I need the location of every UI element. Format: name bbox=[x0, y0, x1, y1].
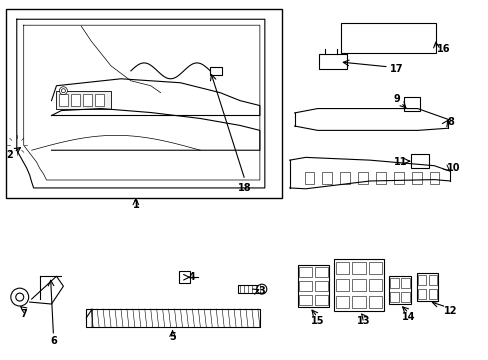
Bar bbox=[238, 285, 259, 293]
Bar bbox=[297, 265, 328, 307]
Bar bbox=[352, 279, 365, 291]
Circle shape bbox=[61, 89, 65, 93]
Circle shape bbox=[256, 284, 266, 294]
Bar bbox=[428, 172, 439, 184]
Circle shape bbox=[11, 288, 29, 306]
Text: 15: 15 bbox=[310, 316, 324, 326]
Bar bbox=[314, 295, 327, 305]
Bar bbox=[178, 271, 190, 283]
Bar bbox=[428, 289, 436, 299]
Bar bbox=[388, 276, 410, 304]
Text: 2: 2 bbox=[6, 150, 13, 160]
Text: 13: 13 bbox=[357, 316, 370, 326]
Bar bbox=[368, 262, 382, 274]
Bar bbox=[400, 278, 409, 288]
Bar bbox=[335, 262, 348, 274]
Bar bbox=[352, 296, 365, 309]
Bar bbox=[410, 154, 427, 168]
Text: 9: 9 bbox=[393, 94, 399, 104]
Bar bbox=[71, 94, 80, 105]
Bar bbox=[395, 28, 425, 48]
Text: 5: 5 bbox=[169, 332, 176, 342]
Bar bbox=[299, 281, 311, 291]
Bar bbox=[389, 292, 398, 302]
Bar bbox=[60, 94, 68, 105]
Bar bbox=[319, 54, 346, 69]
Bar bbox=[352, 262, 365, 274]
Bar bbox=[334, 260, 383, 311]
Bar bbox=[417, 275, 426, 285]
Bar bbox=[299, 267, 311, 277]
Bar bbox=[403, 96, 419, 111]
Text: 8: 8 bbox=[446, 117, 453, 127]
Bar bbox=[83, 94, 92, 105]
Bar bbox=[335, 296, 348, 309]
Bar bbox=[417, 289, 426, 299]
Circle shape bbox=[10, 138, 24, 152]
Bar bbox=[393, 172, 403, 184]
Bar bbox=[210, 67, 222, 75]
Bar bbox=[400, 292, 409, 302]
Bar bbox=[335, 279, 348, 291]
Text: 17: 17 bbox=[389, 64, 403, 74]
Text: 16: 16 bbox=[436, 44, 449, 54]
Bar bbox=[86, 309, 259, 327]
Circle shape bbox=[14, 142, 20, 148]
Bar bbox=[428, 275, 436, 285]
Bar bbox=[389, 278, 398, 288]
Text: 10: 10 bbox=[446, 163, 459, 173]
Bar bbox=[56, 91, 111, 109]
Bar bbox=[357, 172, 367, 184]
Circle shape bbox=[16, 293, 24, 301]
Bar bbox=[299, 295, 311, 305]
Text: 7: 7 bbox=[20, 309, 27, 319]
Text: 4: 4 bbox=[188, 272, 195, 282]
Bar bbox=[95, 94, 104, 105]
Text: 1: 1 bbox=[132, 200, 139, 210]
Bar bbox=[368, 296, 382, 309]
Text: 3: 3 bbox=[258, 286, 264, 296]
Bar bbox=[314, 281, 327, 291]
Text: 14: 14 bbox=[401, 312, 415, 322]
Bar bbox=[340, 172, 349, 184]
Bar bbox=[314, 267, 327, 277]
Text: 11: 11 bbox=[393, 157, 407, 167]
Bar bbox=[341, 23, 435, 53]
Bar bbox=[6, 9, 281, 198]
Text: 12: 12 bbox=[443, 306, 456, 316]
Bar bbox=[368, 279, 382, 291]
Bar bbox=[304, 172, 314, 184]
Bar bbox=[322, 172, 332, 184]
Circle shape bbox=[60, 87, 67, 95]
Bar bbox=[416, 273, 438, 301]
Bar bbox=[346, 28, 375, 48]
Bar bbox=[411, 172, 421, 184]
Text: 6: 6 bbox=[50, 336, 57, 346]
Bar bbox=[375, 172, 385, 184]
Text: 18: 18 bbox=[238, 183, 251, 193]
